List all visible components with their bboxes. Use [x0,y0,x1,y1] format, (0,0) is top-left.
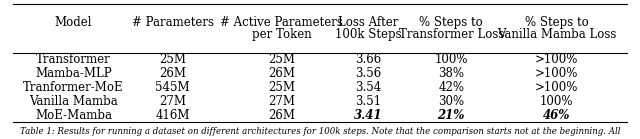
Text: 26M: 26M [159,67,186,80]
Text: 3.66: 3.66 [355,53,381,66]
Text: # Parameters: # Parameters [132,16,214,29]
Text: Vanilla Mamba: Vanilla Mamba [29,95,118,108]
Text: 25M: 25M [268,53,295,66]
Text: 26M: 26M [268,67,295,80]
Text: 25M: 25M [268,81,295,94]
Text: 27M: 27M [268,95,295,108]
Text: MoE-Mamba: MoE-Mamba [35,109,112,122]
Text: 27M: 27M [159,95,186,108]
Text: Mamba-MLP: Mamba-MLP [35,67,112,80]
Text: % Steps to: % Steps to [525,16,589,29]
Text: % Steps to: % Steps to [419,16,483,29]
Text: Tranformer-MoE: Tranformer-MoE [23,81,124,94]
Text: 38%: 38% [438,67,464,80]
Text: 25M: 25M [159,53,186,66]
Text: Loss After: Loss After [338,16,398,29]
Text: 416M: 416M [156,109,190,122]
Text: 100%: 100% [540,95,573,108]
Text: 30%: 30% [438,95,464,108]
Text: per Token: per Token [252,28,312,41]
Text: 46%: 46% [543,109,570,122]
Text: 3.51: 3.51 [355,95,381,108]
Text: Transformer Loss: Transformer Loss [399,28,504,41]
Text: 100k Steps: 100k Steps [335,28,401,41]
Text: 42%: 42% [438,81,464,94]
Text: 3.54: 3.54 [355,81,381,94]
Text: Table 1: Results for running a dataset on different architectures for 100k steps: Table 1: Results for running a dataset o… [20,127,620,136]
Text: Model: Model [55,16,92,29]
Text: 3.41: 3.41 [354,109,382,122]
Text: # Active Parameters: # Active Parameters [220,16,343,29]
Text: 100%: 100% [435,53,468,66]
Text: 26M: 26M [268,109,295,122]
Text: 545M: 545M [156,81,190,94]
Text: >100%: >100% [535,67,579,80]
Text: 21%: 21% [438,109,465,122]
Text: >100%: >100% [535,53,579,66]
Text: Vanilla Mamba Loss: Vanilla Mamba Loss [497,28,616,41]
Text: Transformer: Transformer [36,53,111,66]
Text: >100%: >100% [535,81,579,94]
Text: 3.56: 3.56 [355,67,381,80]
